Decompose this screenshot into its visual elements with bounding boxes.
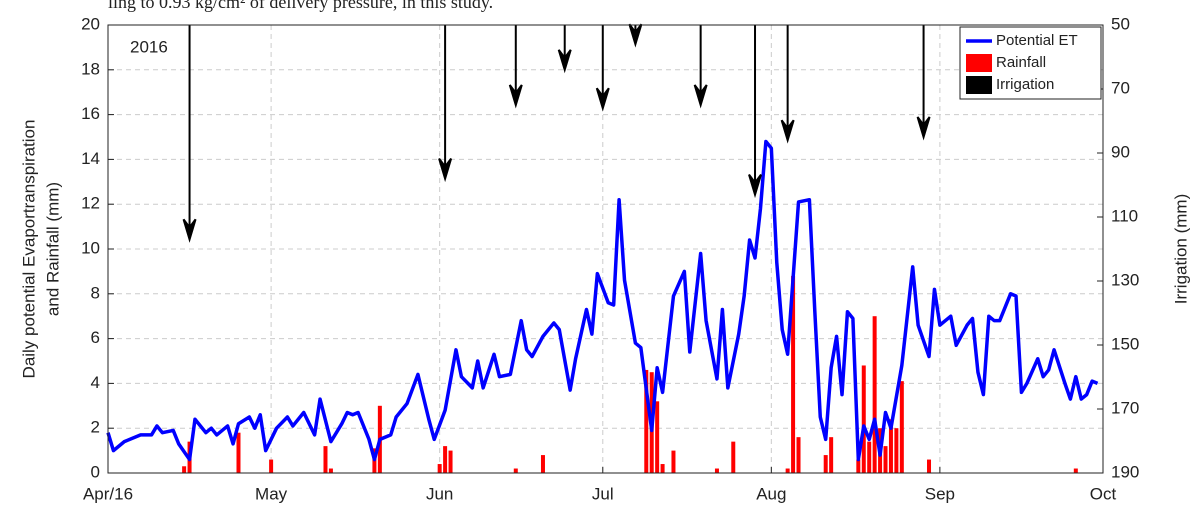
rainfall-bar [861, 365, 866, 473]
y2-tick-label: 110 [1111, 206, 1138, 225]
et-line [106, 139, 1099, 462]
y2-tick-label: 130 [1111, 270, 1139, 289]
y-tick-label: 0 [91, 462, 100, 481]
rainfall-bar [714, 468, 719, 473]
rainfall-bar [883, 446, 888, 473]
rainfall-bar [328, 468, 333, 473]
rainfall-bar [791, 275, 796, 473]
x-tick-label: Jul [592, 484, 614, 503]
irrigation-arrow [182, 25, 197, 243]
rainfall-bar [323, 446, 328, 473]
y-tick-label: 20 [81, 14, 100, 33]
rainfall-bar [660, 464, 665, 473]
y2-tick-label: 150 [1111, 334, 1139, 353]
irrigation-arrow [780, 25, 795, 144]
legend-swatch [966, 76, 992, 94]
rainfall-bar [443, 446, 448, 473]
y-tick-label: 8 [91, 283, 100, 302]
y2-axis-label: Irrigation (mm) [1171, 194, 1190, 305]
caption-fragment: ling to 0.93 kg/cm² of delivery pressure… [108, 0, 493, 12]
irrigation-arrow [557, 25, 572, 74]
x-tick-label: May [255, 484, 288, 503]
y-axis-label: and Rainfall (mm) [43, 182, 62, 316]
rainfall-bar [644, 369, 649, 473]
x-tick-label: Sep [925, 484, 955, 503]
legend-label: Irrigation [996, 76, 1054, 93]
legend-label: Potential ET [996, 32, 1078, 49]
x-tick-label: Apr/16 [83, 484, 133, 503]
y-axis-label: Daily potential Evaportranspiration [19, 120, 38, 379]
annotation: 2016 [130, 37, 168, 56]
x-tick-label: Aug [756, 484, 786, 503]
y2-tick-label: 50 [1111, 14, 1130, 33]
rainfall-bar [785, 468, 790, 473]
y-tick-label: 14 [81, 149, 100, 168]
rainfall-bar [823, 455, 828, 473]
irrigation-arrow [748, 25, 762, 199]
y-tick-label: 12 [81, 194, 100, 213]
rainfall-bar [540, 455, 545, 473]
y2-tick-label: 190 [1111, 462, 1139, 481]
rainfall-bar [236, 432, 241, 473]
rainfall-bar [671, 450, 676, 473]
rainfall-bar [1073, 468, 1078, 473]
y-tick-label: 4 [91, 373, 100, 392]
rainfall-bar [888, 419, 893, 473]
y2-tick-label: 70 [1111, 78, 1130, 97]
legend: Potential ET Rainfall Irrigation [959, 26, 1102, 100]
rainfall-bar [269, 459, 274, 473]
rainfall-bar [182, 466, 187, 473]
rainfall-bar [894, 428, 899, 473]
y-tick-label: 10 [81, 238, 100, 257]
rainfall-bar [899, 381, 904, 473]
rainfall-bar [731, 441, 736, 473]
legend-label: Rainfall [996, 54, 1046, 71]
x-tick-label: Jun [426, 484, 453, 503]
irrigation-arrow [916, 25, 931, 141]
rainfall-bar [513, 468, 518, 473]
plot-frame [107, 24, 1104, 474]
y-tick-label: 2 [91, 418, 100, 437]
rainfall-bar [872, 316, 877, 473]
rainfall-bar [655, 401, 660, 473]
legend-swatch [966, 54, 992, 72]
irrigation-arrow [693, 25, 708, 109]
rainfall-bar [437, 464, 442, 473]
rainfall-bar [448, 450, 453, 473]
rainfall-bar [867, 441, 872, 473]
rainfall-bar [856, 459, 861, 473]
y-tick-label: 16 [81, 104, 100, 123]
rainfall-bar [927, 459, 932, 473]
rainfall-bar [796, 437, 801, 473]
irrigation-arrow [508, 25, 523, 109]
y2-tick-label: 170 [1111, 398, 1139, 417]
y-tick-label: 6 [91, 328, 100, 347]
y2-tick-label: 90 [1111, 142, 1130, 161]
x-tick-label: Oct [1090, 484, 1117, 503]
y-tick-label: 18 [81, 59, 100, 78]
irrigation-arrow [438, 25, 453, 183]
rainfall-bar [829, 437, 834, 473]
irrigation-arrow [595, 25, 610, 112]
irrigation-arrow [628, 23, 643, 48]
